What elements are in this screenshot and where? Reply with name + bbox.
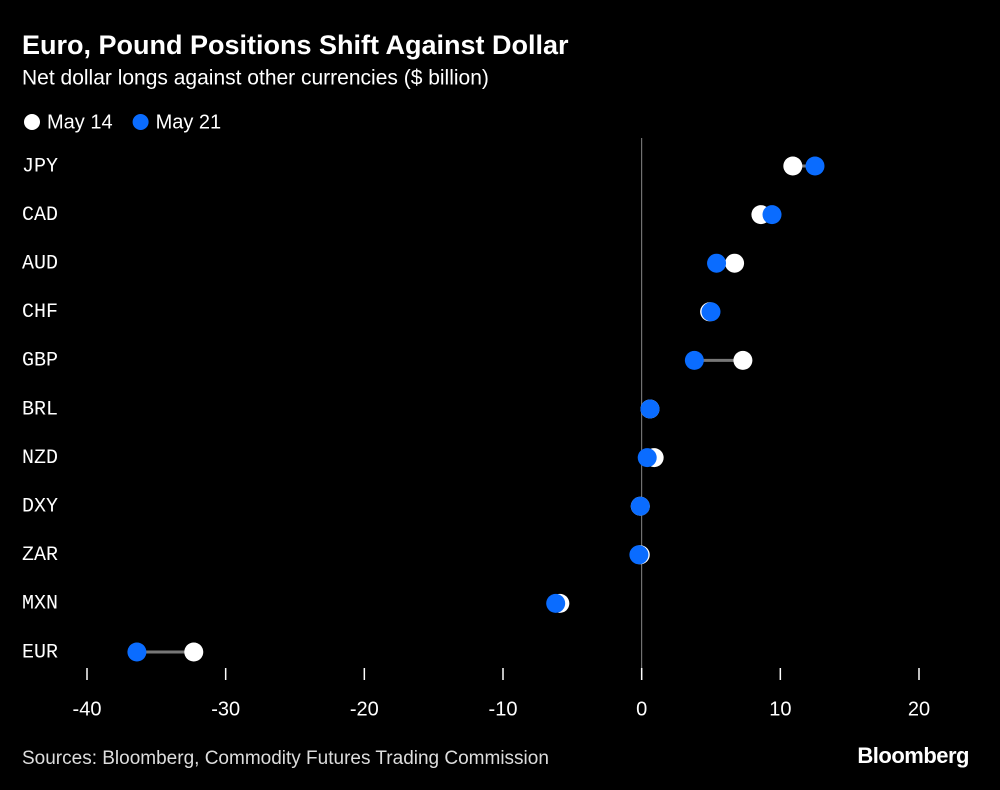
x-tick-label: 20 (908, 698, 930, 720)
dot (805, 156, 825, 176)
y-tick-label: DXY (22, 495, 58, 518)
dot (762, 205, 782, 225)
dot (725, 253, 745, 273)
y-tick-label: MXN (22, 593, 58, 616)
y-tick-label: AUD (22, 252, 58, 275)
legend-label: May 14 (47, 111, 113, 133)
source-note: Sources: Bloomberg, Commodity Futures Tr… (22, 748, 549, 769)
y-tick-label: CAD (22, 204, 58, 227)
dot (701, 302, 721, 322)
y-tick-label: NZD (22, 447, 58, 470)
dot (184, 642, 204, 662)
brand-logo: Bloomberg (857, 743, 969, 768)
dot (640, 399, 660, 419)
dot (127, 642, 147, 662)
x-tick-label: 10 (769, 698, 791, 720)
x-tick-label: -40 (73, 698, 102, 720)
y-tick-label: CHF (22, 301, 58, 324)
dot (707, 253, 727, 273)
x-tick-label: -10 (489, 698, 518, 720)
legend-label: May 21 (156, 111, 222, 133)
dot (546, 593, 566, 613)
x-tick-label: -30 (211, 698, 240, 720)
dot (733, 350, 753, 370)
x-tick-label: 0 (636, 698, 647, 720)
dot (630, 496, 650, 516)
dot (783, 156, 803, 176)
y-tick-label: ZAR (22, 544, 58, 567)
legend-swatch (24, 114, 40, 130)
x-tick-label: -20 (350, 698, 379, 720)
dot (629, 545, 649, 565)
chart-title: Euro, Pound Positions Shift Against Doll… (22, 30, 569, 60)
dot (637, 448, 657, 468)
dot (684, 350, 704, 370)
y-tick-label: GBP (22, 350, 58, 373)
y-tick-label: EUR (22, 641, 58, 664)
legend-swatch (132, 114, 149, 130)
y-tick-label: JPY (22, 155, 58, 178)
chart-subtitle: Net dollar longs against other currencie… (22, 67, 489, 90)
y-tick-label: BRL (22, 398, 58, 421)
